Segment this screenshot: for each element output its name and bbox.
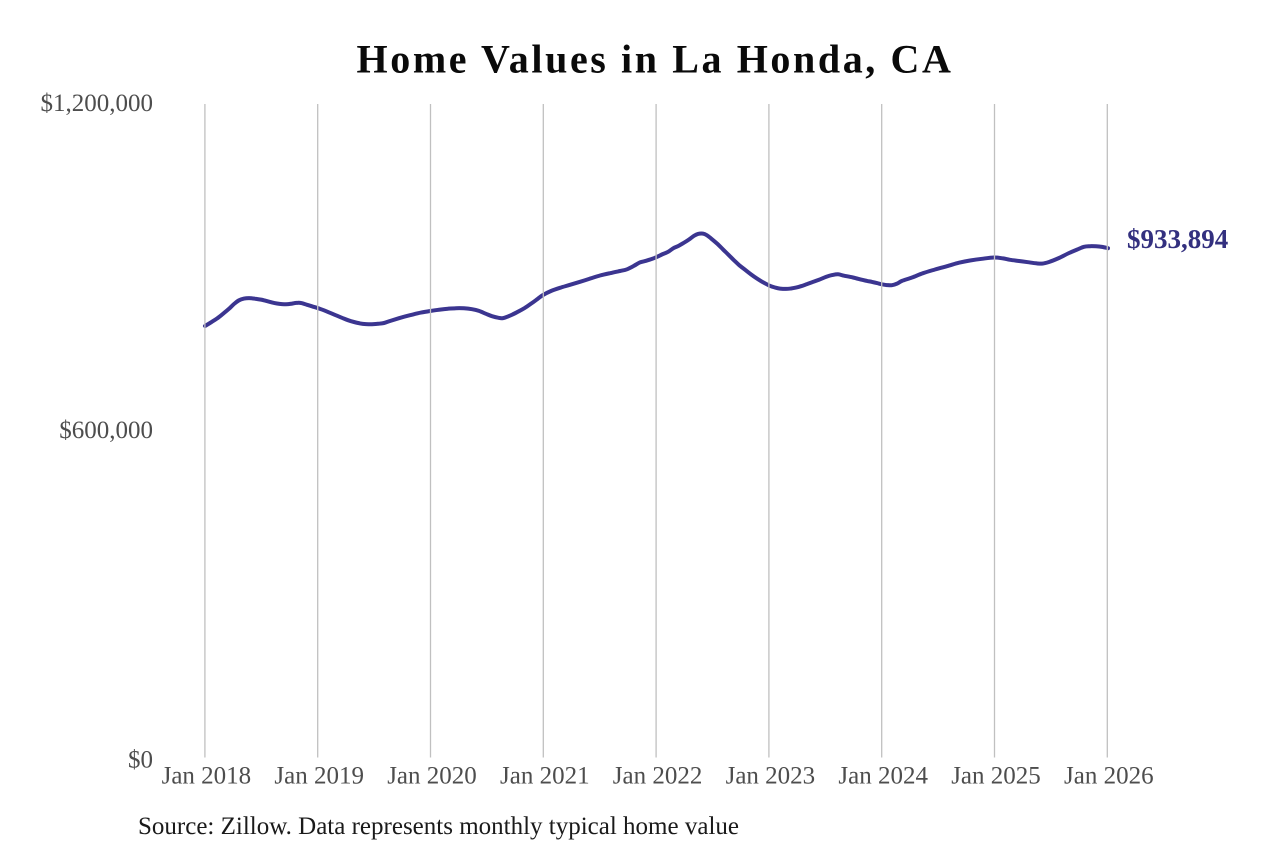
svg-text:$600,000: $600,000 bbox=[59, 417, 153, 444]
svg-text:$0: $0 bbox=[128, 747, 153, 774]
svg-text:Jan 2025: Jan 2025 bbox=[951, 763, 1041, 790]
svg-text:$933,894: $933,894 bbox=[1127, 224, 1228, 254]
svg-text:$1,200,000: $1,200,000 bbox=[41, 90, 154, 117]
svg-text:Jan 2020: Jan 2020 bbox=[387, 763, 477, 790]
svg-text:Jan 2022: Jan 2022 bbox=[613, 763, 703, 790]
svg-text:Source: Zillow. Data represent: Source: Zillow. Data represents monthly … bbox=[138, 813, 739, 840]
svg-text:Jan 2026: Jan 2026 bbox=[1064, 763, 1154, 790]
svg-text:Jan 2018: Jan 2018 bbox=[162, 763, 252, 790]
svg-text:Jan 2021: Jan 2021 bbox=[500, 763, 590, 790]
svg-text:Jan 2019: Jan 2019 bbox=[274, 763, 364, 790]
svg-text:Jan 2024: Jan 2024 bbox=[838, 763, 928, 790]
svg-text:Home Values in La Honda, CA: Home Values in La Honda, CA bbox=[357, 37, 954, 82]
svg-text:Jan 2023: Jan 2023 bbox=[726, 763, 816, 790]
